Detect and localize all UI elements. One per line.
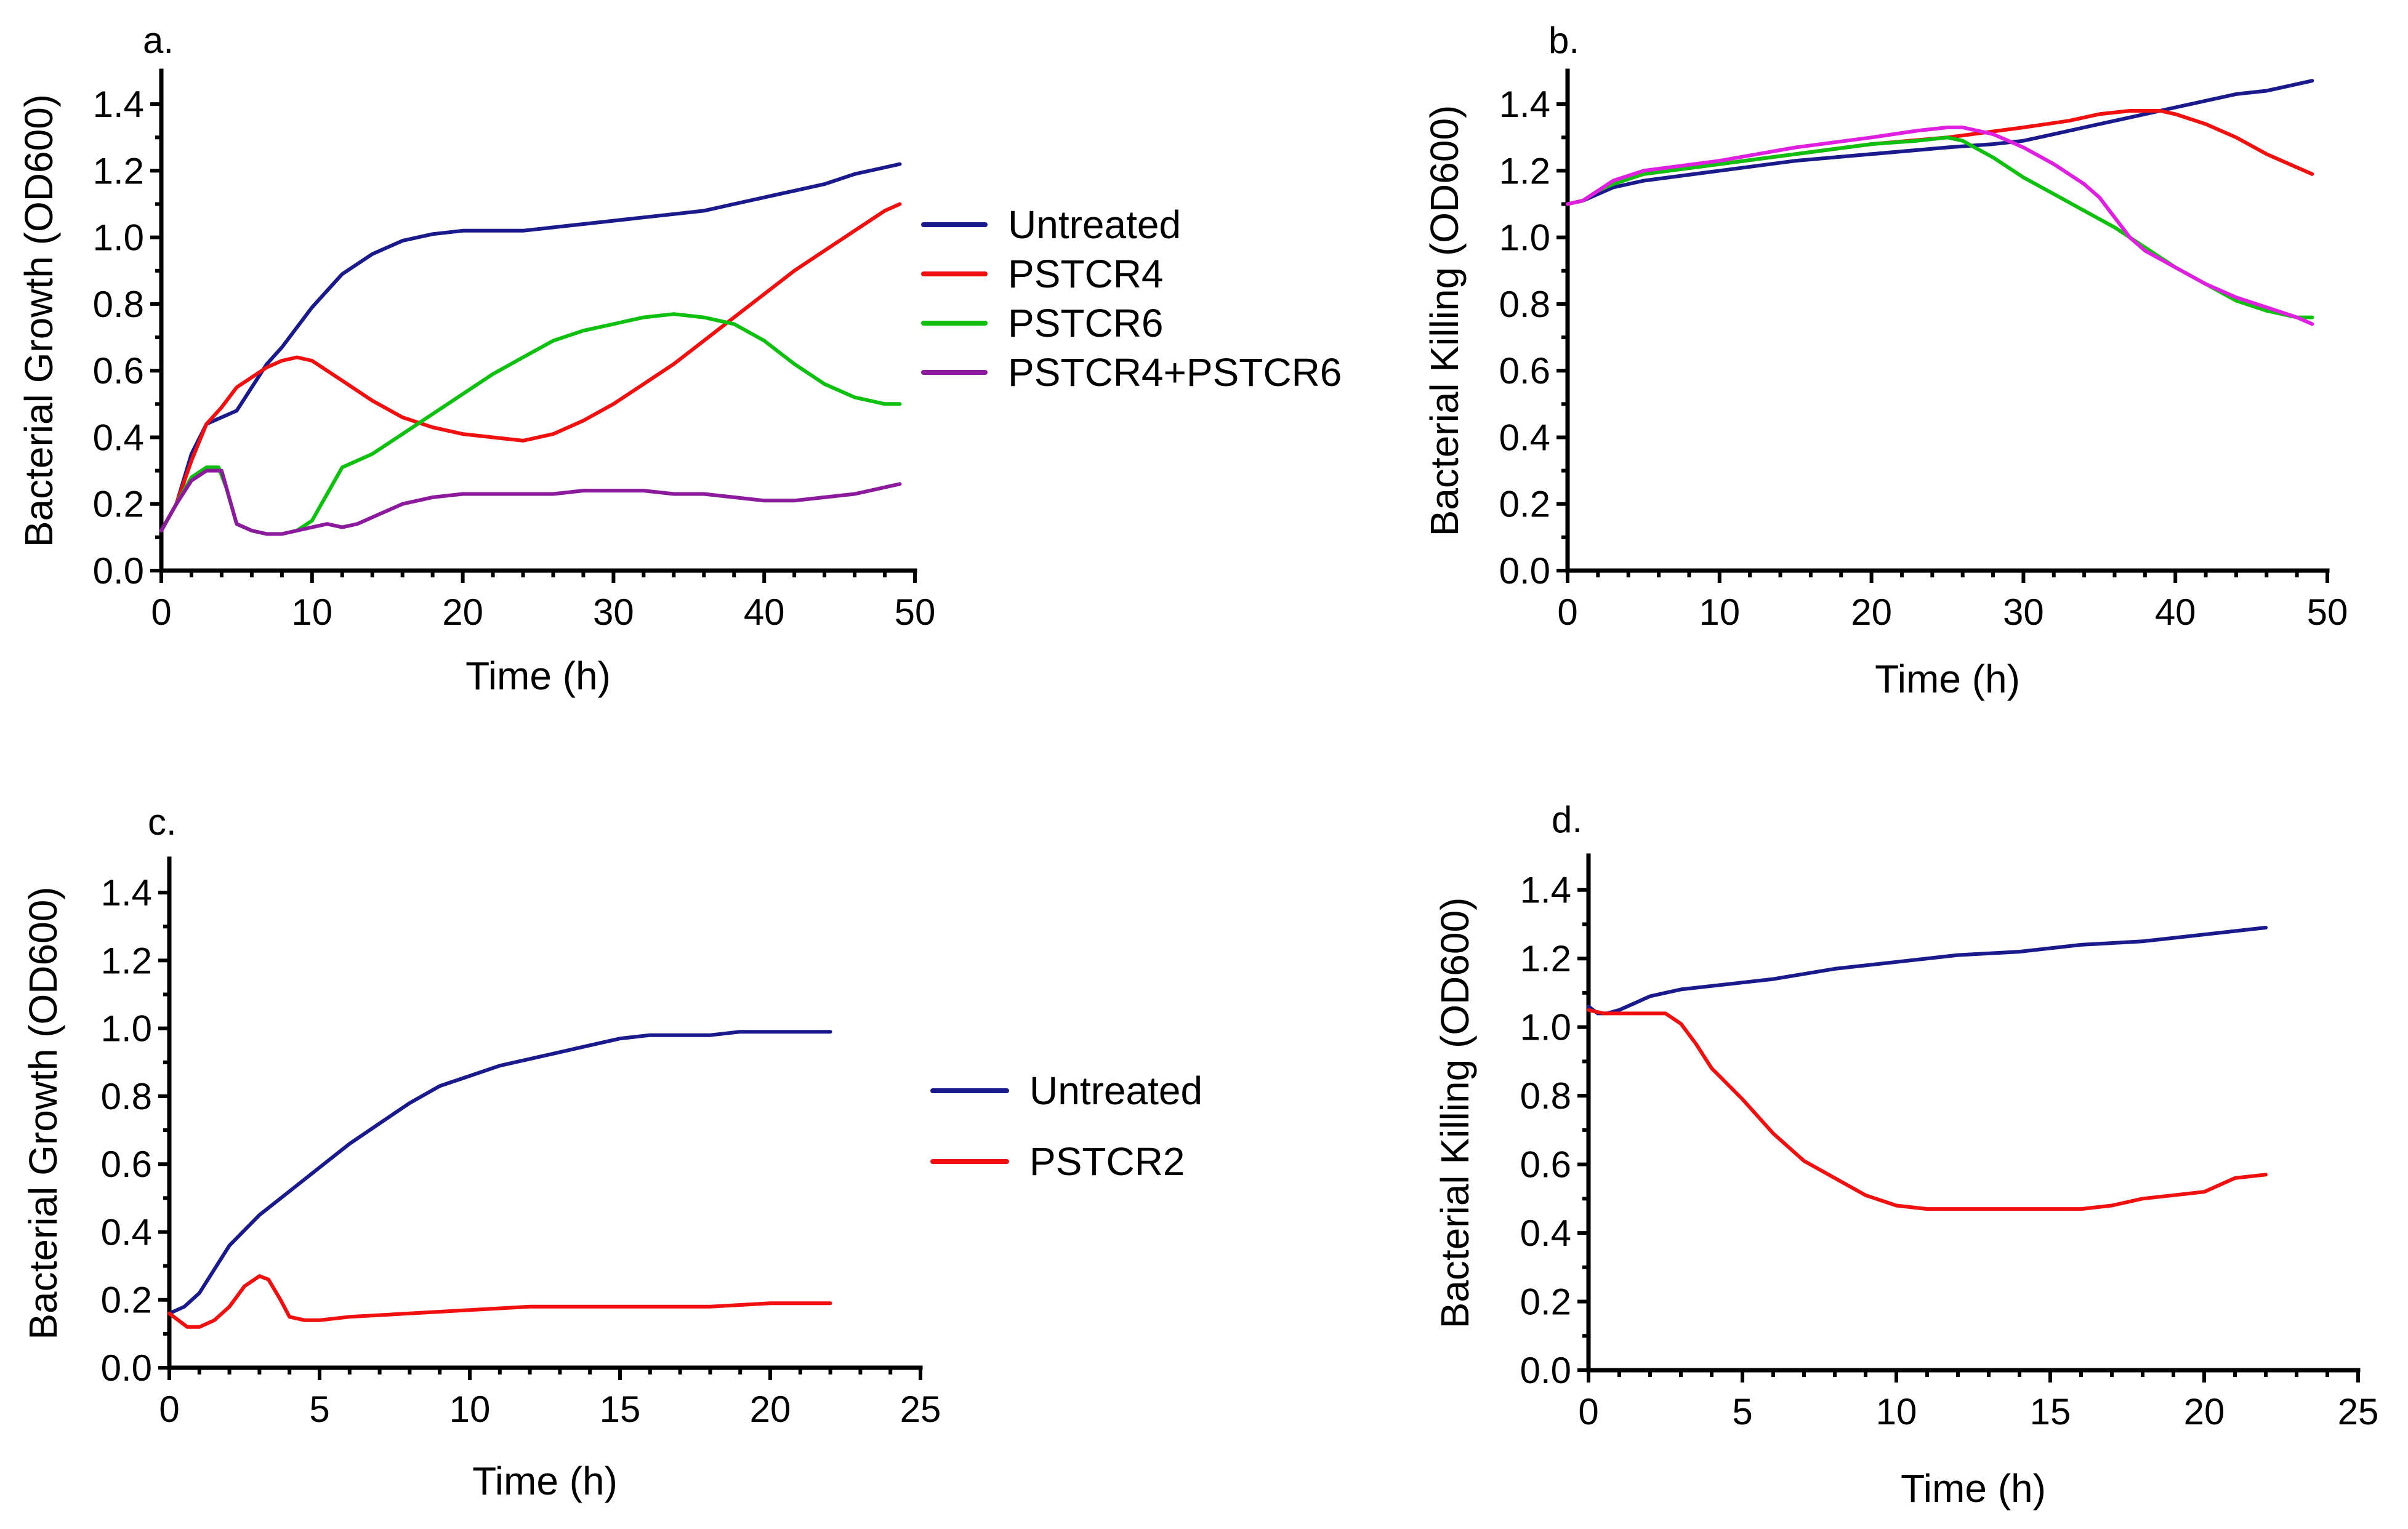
y-tick-label: 1.2 xyxy=(1520,938,1571,979)
series-line-untreated xyxy=(167,1030,832,1315)
chart-panel-b: b. 0.0 0.2 0.4 0.6 0.8 1.0 1.2 1.4 0 10 20 30 40 50 Tim… xyxy=(1422,20,2348,701)
panel-label: c. xyxy=(148,801,177,843)
y-tick-label: 1.2 xyxy=(93,150,144,191)
y-tick-label: 1.0 xyxy=(93,217,144,259)
legend: Untreated PSTCR2 xyxy=(930,1069,1202,1184)
series-line-pstcr2 xyxy=(167,1274,832,1329)
y-tick-label: 0.8 xyxy=(1499,284,1550,325)
y-tick-label: 0.0 xyxy=(93,550,144,592)
legend-label: Untreated xyxy=(1029,1069,1202,1113)
y-tick-label: 0.4 xyxy=(1499,417,1550,458)
y-tick-label: 0.8 xyxy=(1520,1075,1571,1117)
x-tick-label: 0 xyxy=(159,1389,179,1430)
x-tick-label: 25 xyxy=(2338,1391,2379,1432)
x-axis-title: Time (h) xyxy=(465,654,611,698)
y-tick-label: 1.0 xyxy=(1499,217,1550,259)
series-line-untreated xyxy=(1587,926,2268,1016)
y-tick-label: 0.6 xyxy=(101,1144,152,1185)
y-tick-label: 0.2 xyxy=(101,1280,152,1321)
series-line-untreated xyxy=(1566,79,2314,206)
series-line-pstcr4-pstcr6 xyxy=(1566,126,2314,326)
y-tick-label: 1.2 xyxy=(101,940,152,981)
legend: Untreated PSTCR4 PSTCR6 PSTCR4+PSTCR6 xyxy=(921,203,1342,395)
y-tick-label: 1.4 xyxy=(93,84,144,125)
panel-label: a. xyxy=(143,20,174,61)
x-axis-title: Time (h) xyxy=(472,1459,618,1503)
y-tick-label: 0.2 xyxy=(93,484,144,525)
x-tick-label: 30 xyxy=(593,592,634,633)
y-tick-label: 0.6 xyxy=(93,350,144,391)
legend-label: PSTCR2 xyxy=(1029,1139,1185,1184)
chart-panel-a: a. 0.0 0.2 0.4 0.6 0.8 1.0 1.2 1.4 0 10 20 30 40 50 Tim… xyxy=(17,20,1342,698)
y-tick-label: 0.8 xyxy=(93,284,144,325)
panel-label: d. xyxy=(1552,799,1582,840)
y-axis-title: Bacterial Growth (OD600) xyxy=(17,94,61,547)
y-tick-label: 0.0 xyxy=(1520,1350,1571,1391)
x-tick-label: 40 xyxy=(2155,592,2196,633)
series-line-pstcr4 xyxy=(1566,109,2314,206)
y-tick-label: 0.8 xyxy=(101,1076,152,1117)
x-tick-label: 20 xyxy=(750,1389,791,1430)
y-tick-label: 1.4 xyxy=(1499,84,1550,125)
x-tick-label: 40 xyxy=(744,592,785,633)
x-tick-label: 10 xyxy=(449,1389,491,1430)
y-tick-label: 0.2 xyxy=(1499,484,1550,525)
x-tick-label: 15 xyxy=(600,1389,641,1430)
series-line-pstcr4-pstcr6 xyxy=(159,468,902,536)
y-tick-label: 0.0 xyxy=(1499,550,1550,592)
x-tick-label: 10 xyxy=(1876,1391,1917,1432)
y-axis-title: Bacterial Growth (OD600) xyxy=(21,886,65,1339)
x-axis-title: Time (h) xyxy=(1875,657,2020,701)
legend-label: PSTCR4 xyxy=(1008,252,1164,296)
x-tick-label: 20 xyxy=(1851,592,1892,633)
y-tick-label: 1.2 xyxy=(1499,150,1550,191)
legend-label: PSTCR6 xyxy=(1008,301,1164,345)
series-line-untreated xyxy=(159,162,902,532)
series-line-pstcr2 xyxy=(1587,1008,2268,1211)
chart-panel-c: c. 0.0 0.2 0.4 0.6 0.8 1.0 1.2 1.4 0 5 10 15 20 25 Time… xyxy=(21,801,1202,1503)
y-tick-label: 0.0 xyxy=(101,1347,152,1389)
y-axis-title: Bacterial Killing (OD600) xyxy=(1422,105,1467,537)
x-tick-label: 0 xyxy=(1557,592,1577,633)
y-tick-label: 1.4 xyxy=(1520,870,1571,911)
x-tick-label: 0 xyxy=(1578,1391,1598,1432)
x-tick-label: 5 xyxy=(309,1389,329,1430)
y-tick-label: 1.0 xyxy=(101,1008,152,1049)
x-tick-label: 10 xyxy=(291,592,332,633)
y-tick-label: 0.4 xyxy=(101,1211,152,1253)
x-tick-label: 20 xyxy=(2184,1391,2225,1432)
x-tick-label: 0 xyxy=(151,592,171,633)
y-tick-label: 1.4 xyxy=(101,872,152,913)
y-tick-label: 1.0 xyxy=(1520,1007,1571,1048)
series-line-pstcr4 xyxy=(159,202,902,532)
y-tick-label: 0.4 xyxy=(1520,1213,1571,1254)
x-axis-title: Time (h) xyxy=(1901,1466,2046,1511)
x-tick-label: 50 xyxy=(895,592,936,633)
x-tick-label: 30 xyxy=(2003,592,2044,633)
legend-label: Untreated xyxy=(1008,203,1181,247)
panel-label: b. xyxy=(1548,20,1579,61)
y-tick-label: 0.4 xyxy=(93,417,144,458)
legend-label: PSTCR4+PSTCR6 xyxy=(1008,350,1342,395)
chart-panel-d: d. 0.0 0.2 0.4 0.6 0.8 1.0 1.2 1.4 0 5 10 15 20 25 Time… xyxy=(1433,799,2378,1511)
x-tick-label: 25 xyxy=(900,1389,941,1430)
x-tick-label: 50 xyxy=(2307,592,2348,633)
x-tick-label: 15 xyxy=(2030,1391,2071,1432)
x-tick-label: 10 xyxy=(1699,592,1740,633)
y-tick-label: 0.6 xyxy=(1520,1144,1571,1186)
y-tick-label: 0.6 xyxy=(1499,350,1550,391)
x-tick-label: 5 xyxy=(1732,1391,1752,1432)
y-tick-label: 0.2 xyxy=(1520,1282,1571,1323)
y-axis-title: Bacterial Killing (OD600) xyxy=(1433,897,1477,1329)
x-tick-label: 20 xyxy=(442,592,483,633)
